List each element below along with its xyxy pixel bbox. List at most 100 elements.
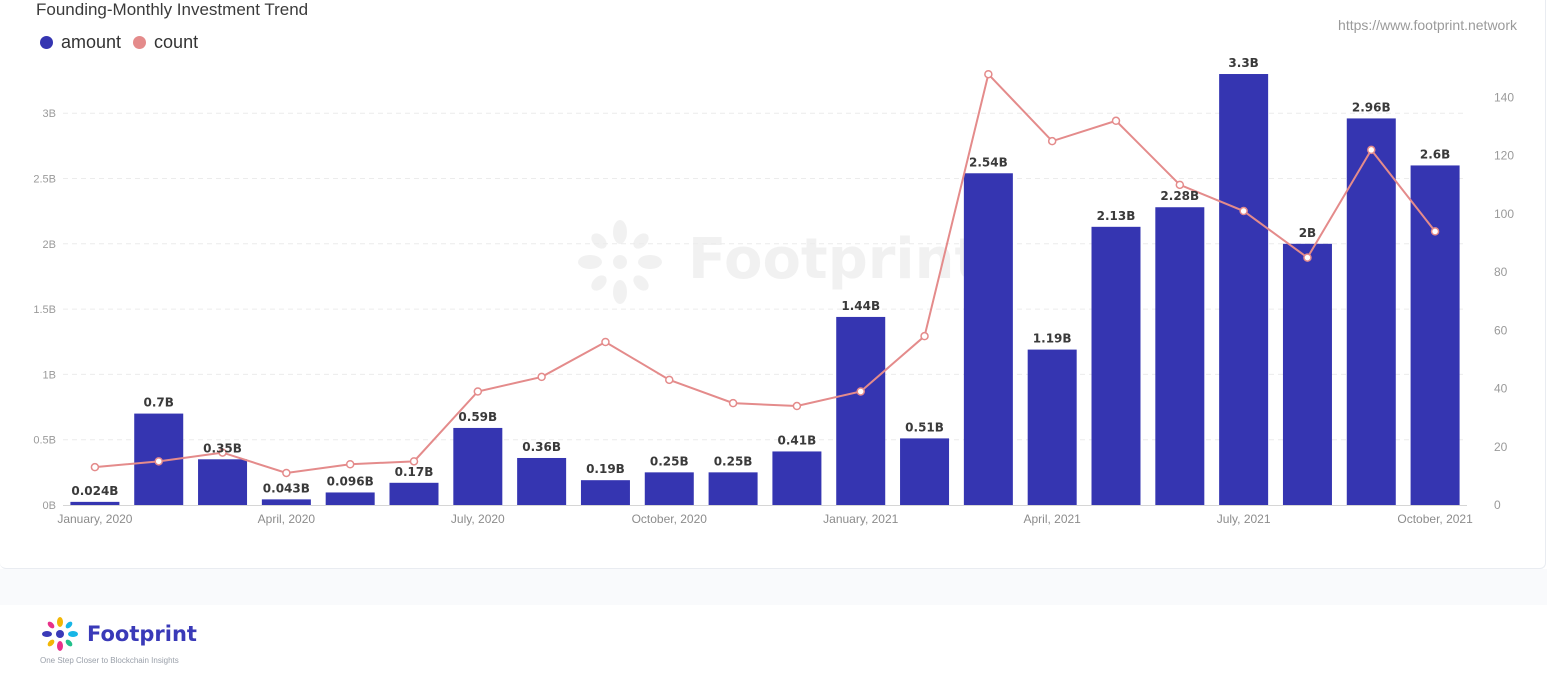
chart-plot: Footprint 0B 0.5B 1B 1.5B 2B 2.5B 3B 0 20 40 60 80 1… [33, 56, 1514, 526]
bar [836, 316, 886, 505]
legend-item-count[interactable]: count [133, 32, 198, 53]
bar [198, 459, 248, 505]
y-left-tick-label: 0.5B [33, 435, 56, 447]
bar-value-label: 0.35B [203, 441, 242, 455]
y-left-tick-label: 2.5B [33, 174, 56, 186]
bar-value-label: 0.25B [714, 454, 753, 468]
count-point [218, 448, 227, 457]
bar-value-label: 0.59B [458, 410, 497, 424]
count-point [1430, 227, 1440, 236]
bar-value-label: 0.36B [522, 440, 561, 454]
bar-value-label: 0.024B [71, 484, 118, 498]
bar [1091, 226, 1141, 505]
bar-value-label: 0.51B [905, 420, 944, 434]
x-tick-label: October, 2020 [632, 512, 708, 526]
x-tick-label: January, 2020 [57, 512, 132, 526]
legend-marker-count [133, 36, 147, 49]
y-left-tick-label: 2B [43, 239, 56, 251]
count-point [537, 372, 546, 382]
count-point [1111, 116, 1121, 126]
watermark-logo-icon [578, 220, 662, 304]
x-tick-label: January, 2021 [823, 512, 898, 526]
bar [1410, 165, 1460, 505]
legend-item-amount[interactable]: amount [40, 32, 121, 53]
x-tick-label: April, 2020 [258, 512, 316, 526]
bar [1155, 207, 1205, 505]
bar [963, 173, 1013, 505]
bar-value-label: 2.13B [1097, 209, 1136, 223]
bar-value-label: 2.54B [969, 155, 1008, 169]
bar-value-label: 0.096B [327, 474, 374, 488]
legend-label-count: count [154, 32, 199, 52]
bar [772, 451, 822, 505]
bar-value-label: 2B [1299, 226, 1317, 240]
y-right-tick-label: 140 [1494, 91, 1514, 105]
bar-value-label: 2.28B [1160, 189, 1199, 203]
count-point [665, 375, 674, 385]
source-url[interactable]: https://www.footprint.network [1338, 17, 1517, 33]
y-right-tick-label: 0 [1494, 498, 1501, 512]
count-point [282, 468, 291, 478]
count-point [409, 457, 419, 466]
bar [708, 472, 758, 505]
bar [580, 480, 630, 505]
count-point [792, 401, 802, 411]
bar-value-label: 0.19B [586, 462, 625, 476]
x-tick-label: October, 2021 [1397, 512, 1473, 526]
bar [1027, 349, 1077, 505]
bar-value-label: 0.17B [395, 465, 434, 479]
y-right-tick-label: 100 [1494, 207, 1514, 221]
bar-value-label: 2.96B [1352, 100, 1391, 114]
footprint-logo-icon [42, 617, 78, 651]
footer-logo[interactable]: Footprint [39, 615, 197, 653]
count-point [1367, 145, 1376, 155]
bar [1346, 118, 1396, 505]
bar [644, 472, 694, 505]
y-right-tick-label: 20 [1494, 440, 1508, 454]
count-point [728, 398, 738, 408]
count-point [1303, 253, 1312, 262]
bar [1282, 243, 1332, 506]
y-left-tick-label: 1.5B [33, 304, 56, 316]
x-tick-label: July, 2020 [451, 512, 505, 526]
bar-value-label: 1.44B [841, 299, 880, 313]
bar [325, 492, 375, 505]
bar [389, 482, 439, 505]
legend-label-amount: amount [61, 32, 122, 52]
count-point [154, 457, 163, 466]
bar [1219, 74, 1269, 506]
footer-brand-name: Footprint [87, 622, 197, 646]
count-point [473, 387, 483, 396]
bar [261, 499, 311, 505]
y-right-tick-label: 60 [1494, 323, 1508, 337]
watermark: Footprint [578, 220, 981, 304]
count-point [1239, 206, 1248, 216]
count-point [1175, 180, 1185, 190]
count-point [984, 69, 993, 79]
count-point [856, 387, 865, 396]
count-point [345, 460, 355, 469]
x-tick-label: April, 2021 [1023, 512, 1081, 526]
chart-legend: amount count [40, 32, 198, 53]
count-series-line [94, 72, 1436, 475]
watermark-text: Footprint [688, 227, 981, 292]
y-left-tick-label: 1B [43, 369, 56, 381]
bar [900, 438, 950, 505]
y-right-tick-label: 40 [1494, 382, 1508, 396]
bar-value-label: 0.7B [144, 396, 174, 410]
bar-value-label: 2.6B [1420, 147, 1450, 161]
y-left-tick-label: 0B [43, 500, 56, 512]
chart-title: Founding-Monthly Investment Trend [36, 0, 309, 19]
bar-value-label: 0.41B [778, 433, 817, 447]
count-point [1047, 136, 1057, 146]
y-right-tick-label: 120 [1494, 149, 1514, 163]
bar-value-label: 0.043B [263, 481, 310, 495]
bar [70, 501, 120, 505]
y-left-tick-label: 3B [43, 108, 56, 120]
bar-value-label: 0.25B [650, 454, 689, 468]
count-point [601, 337, 610, 347]
x-tick-label: July, 2021 [1217, 512, 1271, 526]
bar [453, 427, 503, 505]
y-right-tick-label: 80 [1494, 265, 1508, 279]
bar-value-label: 3.3B [1228, 56, 1258, 70]
